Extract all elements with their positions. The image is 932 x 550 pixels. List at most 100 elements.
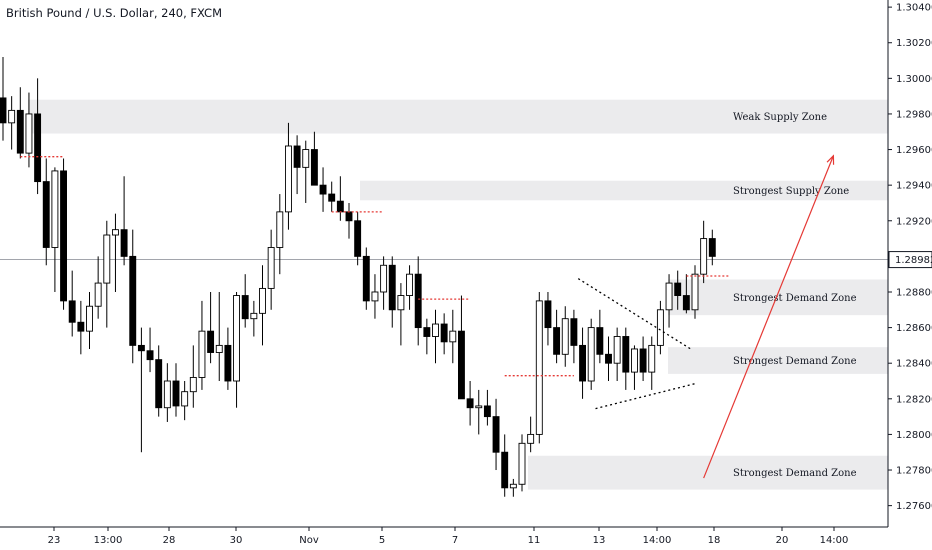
candle-body (233, 295, 241, 382)
time-tick-label: 13:00 (94, 535, 123, 546)
zone-label: Strongest Supply Zone (733, 186, 849, 197)
price-tick-label: 1.28600 (896, 323, 932, 334)
candle-body (137, 344, 145, 352)
candle-body (94, 282, 102, 307)
candle-body (68, 300, 76, 323)
time-tick-label: 14:00 (820, 535, 849, 546)
candle-body (570, 318, 578, 346)
price-tick-label: 1.29600 (896, 145, 932, 156)
candle-body (285, 145, 292, 213)
price-tick-label: 1.30000 (896, 74, 932, 85)
chart-title: British Pound / U.S. Dollar, 240, FXCM (6, 6, 222, 20)
candle-body (319, 184, 327, 195)
time-tick-label: 30 (230, 535, 243, 546)
candle-body (674, 282, 682, 296)
time-tick-label: 7 (452, 535, 458, 546)
triangle-upper-line (577, 278, 692, 350)
candle-body (51, 170, 59, 248)
candle-body (302, 149, 310, 168)
candle-body (492, 416, 500, 453)
candle-body (665, 282, 673, 311)
arrow-head (826, 154, 835, 165)
candle-body (207, 330, 215, 353)
candle-body (432, 323, 439, 337)
projection-arrow (703, 155, 834, 479)
price-tick-label: 1.30200 (896, 38, 932, 49)
candle-body (527, 433, 535, 444)
last-price-badge (888, 251, 932, 269)
candle-body (414, 273, 422, 329)
time-tick-label: 18 (708, 535, 721, 546)
candle-body (310, 149, 318, 186)
time-tick-label: 13 (593, 535, 606, 546)
candle-body (86, 305, 93, 332)
candle-body (708, 238, 716, 257)
candle-body (596, 327, 604, 355)
time-tick-label: 28 (163, 535, 176, 546)
zone-band (668, 347, 888, 374)
candle-body (501, 451, 509, 489)
zone-label: Weak Supply Zone (733, 112, 827, 123)
time-tick-label: 11 (528, 535, 541, 546)
candle-body (8, 109, 16, 124)
candle-body (483, 405, 491, 418)
candle-body (622, 336, 630, 373)
price-tick-label: 1.29800 (896, 109, 932, 120)
candle-body (691, 273, 699, 311)
candle-body (639, 348, 647, 373)
time-tick-label: 23 (48, 535, 61, 546)
candle-body (406, 273, 413, 296)
zone-label: Strongest Demand Zone (733, 356, 857, 367)
candle-body (475, 405, 483, 409)
candle-body (466, 398, 474, 409)
candle-body (267, 247, 275, 289)
zones-layer: Weak Supply Zone Strongest Supply Zone Str… (28, 99, 888, 490)
candle-body (388, 264, 396, 311)
zone-band (28, 99, 888, 134)
zone-label: Strongest Demand Zone (733, 468, 857, 479)
candle-body (276, 211, 284, 248)
price-tick-label: 1.27600 (896, 501, 932, 512)
candle-body (259, 287, 266, 314)
candle-body (354, 220, 362, 257)
candle-body (328, 193, 336, 202)
candle-body (77, 321, 85, 332)
candle-body (181, 391, 189, 407)
candle-body (682, 295, 690, 311)
zone-band (668, 279, 888, 316)
candle-body (241, 295, 249, 320)
candle-body (129, 255, 137, 346)
candle-body (518, 442, 526, 485)
price-tick-label: 1.28400 (896, 359, 932, 370)
candle-body (440, 323, 448, 343)
candle-body (0, 97, 7, 124)
time-tick-label: Nov (299, 535, 319, 546)
candle-body (215, 344, 223, 353)
candle-body (345, 211, 353, 222)
price-tick-label: 1.29200 (896, 216, 932, 227)
candle-body (553, 327, 561, 355)
candles-layer (0, 56, 716, 497)
candle-body (579, 344, 586, 382)
candle-body (155, 359, 163, 409)
price-tick-label: 1.30400 (896, 3, 932, 14)
candle-body (605, 353, 612, 364)
candle-body (293, 145, 301, 168)
time-tick-label: 5 (379, 535, 385, 546)
candle-body (163, 380, 171, 409)
candle-body (535, 300, 543, 435)
time-axis: 23 13:00 28 30 Nov 5 7 11 13 14:00 18 20 14:00 (0, 526, 888, 546)
price-tick-label: 1.27800 (896, 466, 932, 477)
price-tick-label: 1.28200 (896, 394, 932, 405)
candle-body (250, 312, 258, 320)
candle-body (371, 291, 379, 302)
candle-body (60, 170, 67, 302)
time-tick-label: 20 (776, 535, 789, 546)
time-tick-label: 14:00 (643, 535, 672, 546)
candle-body (423, 327, 431, 337)
zone-band (360, 180, 888, 201)
candle-body (120, 229, 128, 257)
candle-body (336, 200, 344, 213)
